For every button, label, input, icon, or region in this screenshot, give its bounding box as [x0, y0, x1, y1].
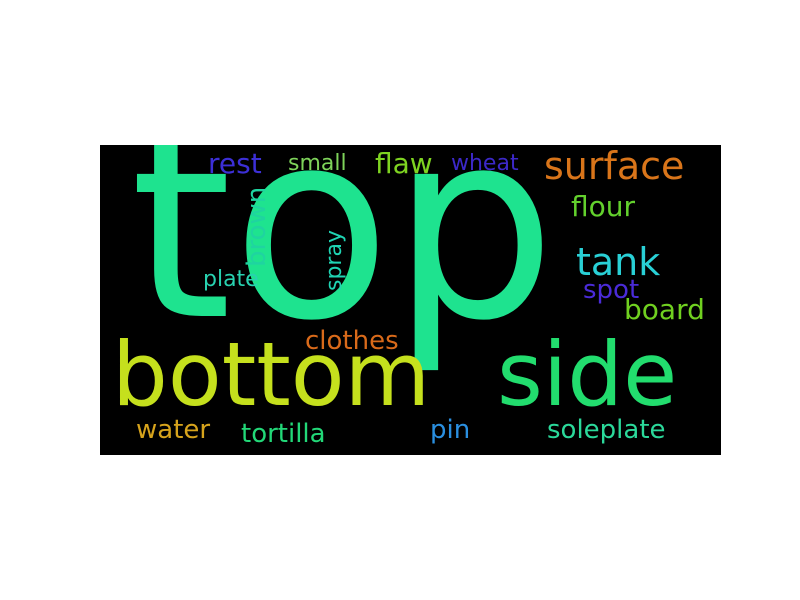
word-plate: plate: [203, 267, 259, 292]
word-brown: brown: [242, 186, 272, 267]
word-cloud: top bottom side surface tank flaw rest s…: [100, 145, 721, 455]
word-side: side: [497, 323, 678, 426]
word-water: water: [136, 415, 211, 445]
word-spot: spot: [583, 275, 640, 305]
word-small: small: [288, 151, 347, 176]
word-tortilla: tortilla: [241, 419, 326, 449]
word-clothes: clothes: [305, 326, 399, 356]
word-surface: surface: [544, 145, 685, 188]
word-board: board: [624, 293, 705, 326]
word-soleplate: soleplate: [547, 415, 666, 445]
word-spray: spray: [322, 230, 347, 291]
word-flour: flour: [571, 190, 636, 223]
word-pin: pin: [430, 415, 471, 445]
word-bottom: bottom: [112, 323, 431, 426]
word-tank: tank: [576, 240, 661, 284]
word-top: top: [130, 145, 557, 378]
word-wheat: wheat: [451, 151, 519, 176]
word-flaw: flaw: [375, 147, 433, 180]
word-rest: rest: [208, 147, 262, 180]
